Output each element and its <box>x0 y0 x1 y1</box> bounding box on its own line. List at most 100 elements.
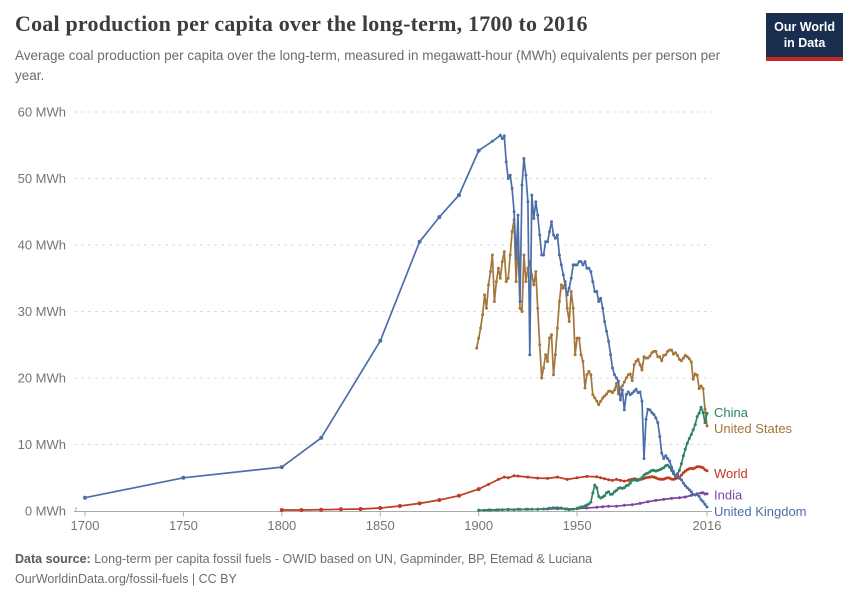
series-point-united-kingdom <box>668 459 672 463</box>
series-point-united-kingdom <box>654 416 658 420</box>
x-axis-tick-label: 1900 <box>464 518 493 533</box>
series-point-world <box>502 475 506 479</box>
series-point-united-kingdom <box>536 213 540 217</box>
series-point-world <box>457 493 461 498</box>
series-point-india <box>622 503 626 507</box>
y-axis-tick-label: 60 MWh <box>18 105 66 120</box>
series-point-united-kingdom <box>528 353 532 357</box>
series-point-united-kingdom <box>630 391 634 395</box>
series-point-united-kingdom <box>685 486 689 490</box>
series-point-united-states <box>593 396 597 400</box>
series-point-united-kingdom <box>611 366 614 370</box>
series-point-united-states <box>624 376 628 380</box>
series-point-india <box>630 503 634 507</box>
series-point-china <box>477 508 481 512</box>
series-point-world <box>417 501 422 506</box>
series-point-united-kingdom <box>652 413 656 417</box>
series-point-united-states <box>697 387 701 391</box>
series-point-united-states <box>514 280 518 284</box>
series-point-united-kingdom <box>626 390 630 394</box>
series-point-united-kingdom <box>583 260 587 264</box>
series-point-china <box>559 506 563 510</box>
series-point-world <box>437 498 442 502</box>
series-point-world <box>615 477 618 481</box>
series-point-united-states <box>534 270 538 274</box>
series-point-china <box>662 466 666 470</box>
series-point-united-states <box>595 399 599 403</box>
series-point-united-kingdom <box>181 475 186 480</box>
series-point-united-kingdom <box>609 353 613 357</box>
series-point-united-kingdom <box>83 495 87 500</box>
series-point-united-kingdom <box>607 339 611 343</box>
series-point-world <box>536 476 540 480</box>
y-axis-tick-label: 50 MWh <box>18 171 66 186</box>
series-point-united-kingdom <box>561 273 565 277</box>
series-point-world <box>546 476 550 480</box>
series-point-united-kingdom <box>701 500 705 504</box>
series-line-united-kingdom <box>84 134 708 508</box>
series-point-united-states <box>489 270 492 274</box>
series-point-united-states <box>599 399 603 403</box>
chart-header: Coal production per capita over the long… <box>15 11 755 87</box>
series-point-india <box>615 504 618 508</box>
series-point-united-kingdom <box>514 256 518 260</box>
series-point-china <box>571 507 575 511</box>
series-point-china <box>685 441 689 445</box>
series-point-united-states <box>687 357 691 361</box>
series-point-united-states <box>524 280 528 284</box>
series-point-united-kingdom <box>378 338 383 343</box>
series-point-china <box>548 506 551 510</box>
x-axis-tick-label: 1950 <box>563 518 592 533</box>
citation-line: OurWorldinData.org/fossil-fuels | CC BY <box>15 572 237 586</box>
series-point-united-kingdom <box>518 300 522 303</box>
series-point-united-states <box>498 276 502 280</box>
series-point-united-kingdom <box>542 253 546 257</box>
series-point-united-states <box>640 368 644 372</box>
series-point-world <box>496 477 500 481</box>
series-point-world <box>701 466 705 470</box>
series-point-united-states <box>500 260 504 264</box>
series-point-united-states <box>632 363 636 367</box>
series-end-label-china: China <box>714 405 749 420</box>
series-point-united-kingdom <box>567 286 571 290</box>
series-point-united-states <box>555 326 559 330</box>
series-point-united-states <box>561 286 565 290</box>
series-point-china <box>683 447 687 451</box>
series-point-world <box>487 482 490 486</box>
series-point-united-states <box>542 366 546 370</box>
series-point-united-kingdom <box>672 470 675 474</box>
series-point-united-states <box>481 313 485 317</box>
series-point-united-kingdom <box>664 454 668 458</box>
series-point-united-kingdom <box>555 233 559 237</box>
series-point-united-states <box>581 359 585 363</box>
series-point-world <box>526 475 530 479</box>
chart-subtitle: Average coal production per capita over … <box>15 48 721 84</box>
y-axis-tick-label: 0 MWh <box>25 504 66 519</box>
series-point-world <box>618 478 622 482</box>
series-point-china <box>603 494 607 498</box>
series-point-united-states <box>508 253 512 257</box>
series-point-united-kingdom <box>417 239 422 244</box>
series-point-india <box>601 505 605 509</box>
series-point-united-states <box>496 266 500 270</box>
series-point-united-states <box>689 360 693 364</box>
series-point-united-states <box>553 353 557 357</box>
series-point-china <box>703 421 707 425</box>
series-point-china <box>697 411 701 415</box>
series-point-china <box>542 507 546 511</box>
series-point-china <box>563 507 567 511</box>
series-point-china <box>595 486 599 490</box>
series-point-united-kingdom <box>650 411 654 415</box>
series-point-china <box>691 428 695 432</box>
series-point-united-kingdom <box>538 233 542 237</box>
series-point-united-states <box>522 253 526 257</box>
series-point-united-states <box>591 393 595 397</box>
series-point-united-states <box>630 379 634 383</box>
series-point-china <box>701 411 705 415</box>
series-point-united-states <box>654 349 658 353</box>
series-point-united-states <box>636 357 640 361</box>
series-point-united-kingdom <box>616 379 620 383</box>
series-point-china <box>524 507 528 511</box>
series-point-united-states <box>605 392 609 396</box>
series-point-united-states <box>589 373 593 377</box>
